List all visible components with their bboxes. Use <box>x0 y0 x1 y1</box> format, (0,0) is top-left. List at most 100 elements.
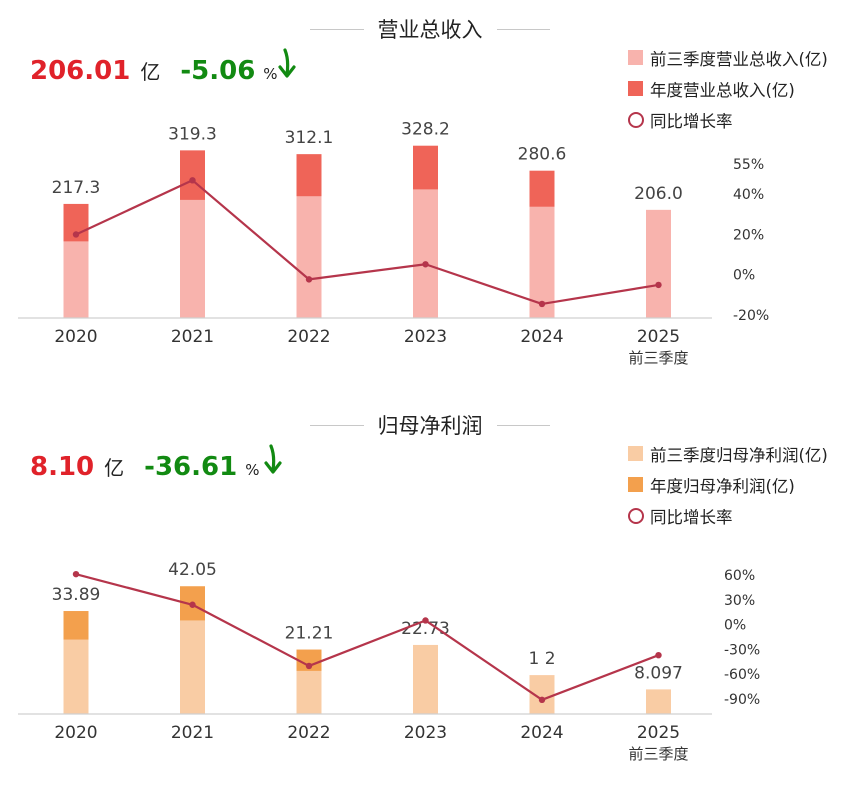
revenue-kpi-percent: % <box>263 65 278 83</box>
data-label: 328.2 <box>401 120 450 140</box>
bar-partial-2025 <box>646 689 671 714</box>
x-tick-sublabel: 前三季度 <box>628 745 688 763</box>
revenue-kpi-change: -5.06 <box>180 56 256 86</box>
legend-item-annual: 年度营业总收入(亿) <box>628 73 828 104</box>
bar-partial-2023 <box>413 644 438 714</box>
bar-partial-2024 <box>529 206 555 318</box>
growth-point-2024 <box>538 300 546 308</box>
legend-label-partial: 前三季度营业总收入(亿) <box>650 49 828 69</box>
profit-panel: 归母净利润 8.10 亿 -36.61 % 前三季度归母净利润(亿) 年度归母净… <box>0 396 860 786</box>
title-rule-left <box>310 424 364 426</box>
x-tick-label: 2021 <box>171 327 214 347</box>
revenue-title-text: 营业总收入 <box>377 18 483 42</box>
data-label: 1 2 <box>528 649 555 669</box>
growth-point-2025 <box>655 281 662 289</box>
growth-point-2023 <box>422 261 429 268</box>
y2-tick-label: 0% <box>724 618 746 634</box>
y2-tick-label: -60% <box>724 667 760 683</box>
legend-swatch-partial <box>628 446 643 461</box>
x-tick-label: 2025 <box>637 327 680 347</box>
legend-item-growth: 同比增长率 <box>628 104 828 135</box>
x-tick-sublabel: 前三季度 <box>628 349 688 367</box>
data-label: 8.097 <box>634 663 683 683</box>
growth-point-2022 <box>305 662 313 670</box>
profit-chart: 33.89 42.05 21.21 22.73 1 2 8.097 2020 2021 2022… <box>18 560 760 763</box>
legend-swatch-annual <box>628 477 643 492</box>
legend-label-annual: 年度营业总收入(亿) <box>650 80 795 100</box>
data-label: 22.73 <box>401 619 450 639</box>
y2-tick-label: 0% <box>733 268 755 284</box>
profit-kpi-percent: % <box>245 461 260 479</box>
growth-point-2025 <box>655 651 662 659</box>
growth-line <box>75 179 659 306</box>
x-tick-label: 2024 <box>520 327 563 347</box>
legend-label-annual: 年度归母净利润(亿) <box>650 476 795 496</box>
x-tick-label: 2022 <box>287 327 330 347</box>
data-label: 319.3 <box>168 124 217 144</box>
bar-partial-2021 <box>180 620 205 714</box>
data-label: 21.21 <box>285 624 334 644</box>
revenue-kpi-value: 206.01 <box>30 56 131 86</box>
bar-partial-2020 <box>63 241 89 318</box>
growth-point-2021 <box>189 177 196 184</box>
legend-label-growth: 同比增长率 <box>650 111 733 131</box>
x-tick-label: 2022 <box>287 723 330 743</box>
y2-tick-label: 40% <box>733 187 764 203</box>
revenue-title: 营业总收入 <box>310 14 550 44</box>
legend-item-partial: 前三季度归母净利润(亿) <box>628 438 828 469</box>
revenue-kpi: 206.01 亿 -5.06 % <box>30 48 296 96</box>
profit-legend: 前三季度归母净利润(亿) 年度归母净利润(亿) 同比增长率 <box>628 438 828 531</box>
profit-kpi: 8.10 亿 -36.61 % <box>30 444 282 492</box>
x-tick-label: 2025 <box>637 723 680 743</box>
legend-item-annual: 年度归母净利润(亿) <box>628 469 828 500</box>
revenue-chart: 217.3 319.3 312.1 328.2 280.6 206.0 2020 2021 20… <box>18 120 769 367</box>
down-arrow-icon <box>264 444 282 474</box>
bar-partial-2023 <box>413 189 438 318</box>
growth-point-2020 <box>72 570 80 578</box>
legend-label-growth: 同比增长率 <box>650 507 733 527</box>
data-label: 280.6 <box>518 145 567 165</box>
x-tick-label: 2024 <box>520 723 563 743</box>
revenue-kpi-unit: 亿 <box>140 60 161 84</box>
bar-partial-2021 <box>180 199 205 318</box>
growth-point-2023 <box>422 617 429 624</box>
title-rule-left <box>310 28 364 30</box>
data-label: 33.89 <box>52 585 101 605</box>
y2-tick-label: 30% <box>724 593 755 609</box>
legend-swatch-growth <box>628 111 644 128</box>
x-tick-label: 2023 <box>404 327 447 347</box>
title-rule-right <box>496 28 550 30</box>
x-tick-label: 2020 <box>54 723 97 743</box>
data-label: 217.3 <box>52 178 101 198</box>
down-arrow-icon <box>278 48 296 78</box>
legend-swatch-annual <box>628 81 643 96</box>
growth-point-2022 <box>305 276 313 283</box>
bar-partial-2022 <box>296 196 322 318</box>
legend-swatch-partial <box>628 50 643 65</box>
profit-title-text: 归母净利润 <box>377 414 483 438</box>
y2-tick-label: 55% <box>733 157 764 173</box>
data-label: 42.05 <box>168 560 217 580</box>
profit-kpi-change: -36.61 <box>144 452 238 482</box>
title-rule-right <box>496 424 550 426</box>
growth-point-2024 <box>538 696 546 704</box>
growth-point-2020 <box>72 231 80 238</box>
bar-partial-2022 <box>296 670 322 714</box>
legend-label-partial: 前三季度归母净利润(亿) <box>650 445 828 465</box>
legend-item-partial: 前三季度营业总收入(亿) <box>628 42 828 73</box>
profit-kpi-value: 8.10 <box>30 452 95 482</box>
profit-kpi-unit: 亿 <box>104 456 125 480</box>
x-tick-label: 2020 <box>54 327 97 347</box>
growth-line <box>75 573 659 701</box>
y2-tick-label: -90% <box>724 692 760 708</box>
x-tick-label: 2023 <box>404 723 447 743</box>
bar-partial-2025 <box>646 209 671 318</box>
bar-partial-2020 <box>63 639 89 714</box>
legend-item-growth: 同比增长率 <box>628 500 828 531</box>
revenue-panel: 营业总收入 206.01 亿 -5.06 % 前三季度营业总收入(亿) 年度营业… <box>0 0 860 390</box>
data-label: 312.1 <box>285 128 334 148</box>
profit-title: 归母净利润 <box>310 410 550 440</box>
y2-tick-label: -30% <box>724 642 760 658</box>
legend-swatch-growth <box>628 507 644 524</box>
y2-tick-label: 60% <box>724 568 755 584</box>
